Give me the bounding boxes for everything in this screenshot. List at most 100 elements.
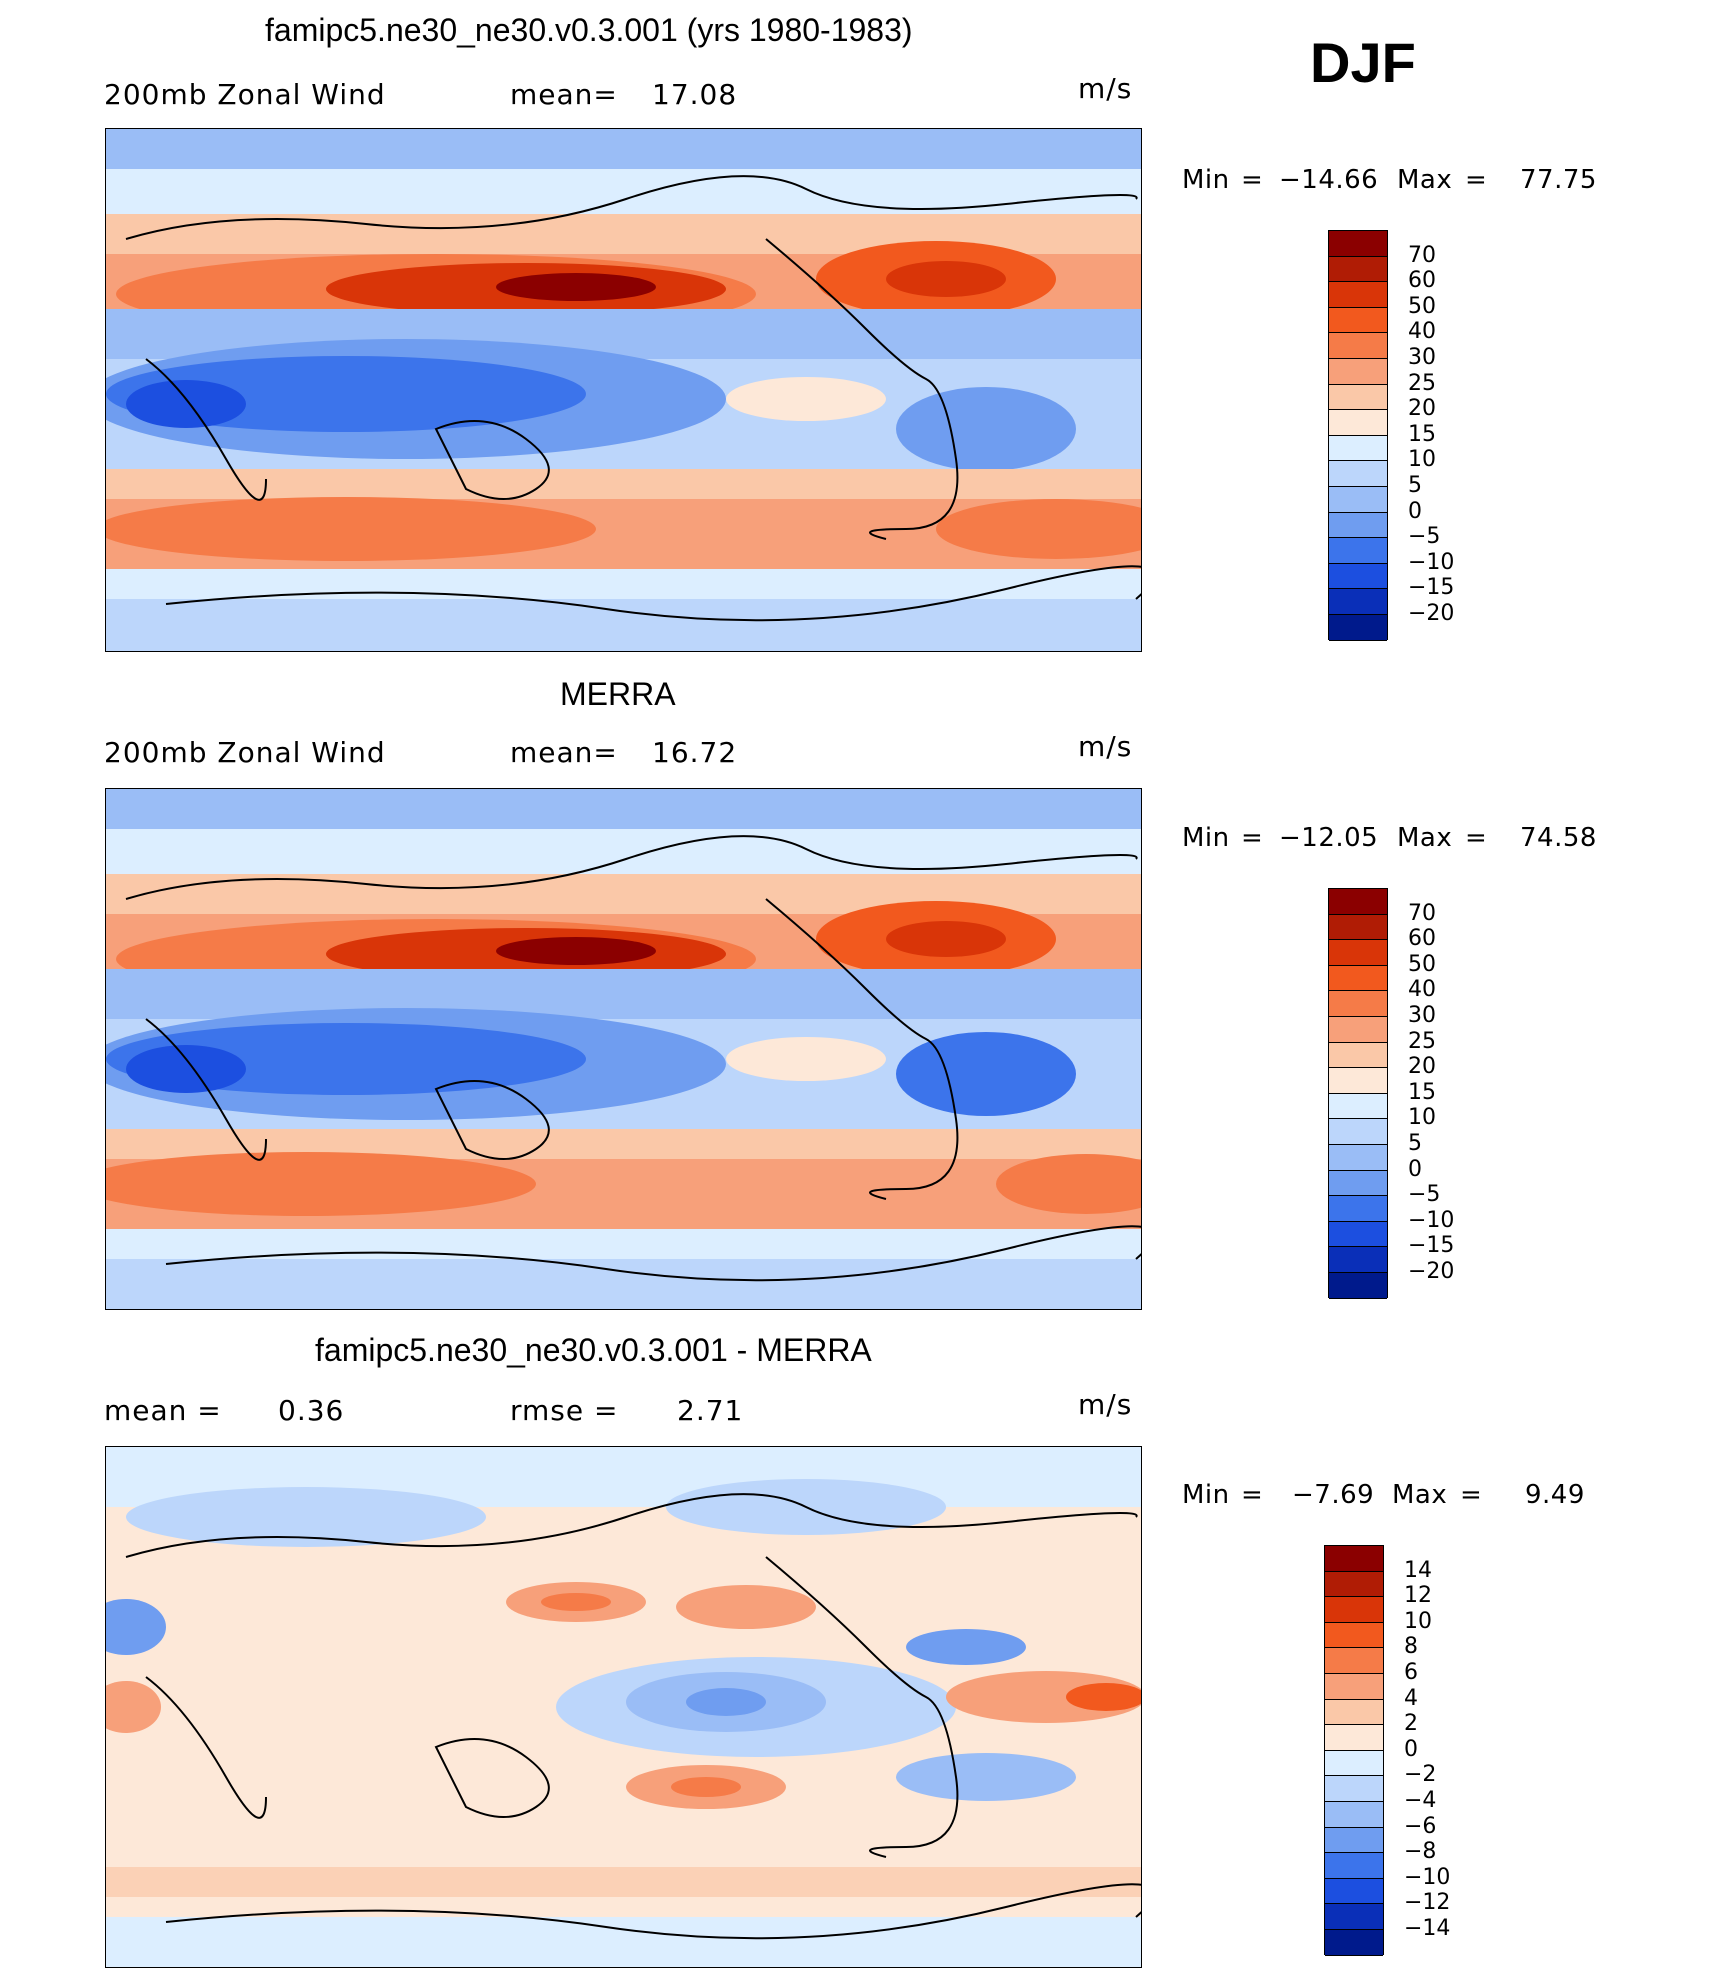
colorbar-segment — [1329, 1042, 1387, 1069]
colorbar-tick-label: −12 — [1404, 1890, 1451, 1916]
colorbar-segment — [1329, 461, 1387, 487]
colorbar-segment — [1329, 307, 1387, 334]
colorbar-tick-label: 10 — [1408, 1105, 1436, 1131]
colorbar-tick-label: −8 — [1404, 1839, 1437, 1865]
panel-3-min-equals: = — [1241, 1480, 1264, 1510]
colorbar-tick-label: −15 — [1408, 575, 1455, 601]
panel-1-max-value: 77.75 — [1520, 165, 1597, 195]
colorbar-segment — [1329, 1017, 1387, 1043]
colorbar-box — [1328, 888, 1388, 1299]
panel-3-min-label: Min — [1182, 1480, 1230, 1510]
panel-2-mean-label: mean= — [510, 736, 618, 769]
colorbar-segment — [1329, 435, 1387, 462]
panel-3-rmse-value: 2.71 — [677, 1394, 744, 1427]
colorbar-tick-label: 15 — [1408, 421, 1436, 447]
colorbar-segment — [1325, 1930, 1383, 1956]
colorbar-segment — [1329, 1196, 1387, 1222]
colorbar-segment — [1329, 991, 1387, 1017]
panel-1-min-equals: = — [1241, 165, 1264, 195]
colorbar-tick-label: 5 — [1408, 473, 1422, 498]
colorbar-segment — [1329, 384, 1387, 411]
panel-1-mean-label: mean= — [510, 78, 618, 111]
colorbar-segment — [1325, 1674, 1383, 1700]
colorbar-tick-label: 70 — [1408, 900, 1436, 926]
panel-3-title: famipc5.ne30_ne30.v0.3.001 - MERRA — [315, 1332, 872, 1368]
colorbar-tick-label: −10 — [1408, 549, 1455, 575]
colorbar-segment — [1329, 231, 1387, 257]
colorbar-segment — [1329, 538, 1387, 564]
colorbar-tick-label: 20 — [1408, 396, 1436, 422]
colorbar-segment — [1329, 282, 1387, 308]
colorbar-tick-label: 8 — [1404, 1634, 1418, 1660]
colorbar-tick-label: 4 — [1404, 1685, 1418, 1711]
colorbar-tick-label: 25 — [1408, 1028, 1436, 1054]
panel-3-rmse-label: rmse = — [510, 1394, 619, 1427]
panel-2-contour-field — [106, 789, 1141, 1309]
colorbar-tick-label: 60 — [1408, 268, 1436, 294]
colorbar-tick-label: 12 — [1404, 1583, 1432, 1609]
panel-2-min-value: −12.05 — [1279, 823, 1379, 853]
colorbar-segment — [1325, 1750, 1383, 1777]
colorbar-tick-label: 30 — [1408, 1003, 1436, 1028]
colorbar-tick-label: −10 — [1408, 1207, 1455, 1233]
colorbar-tick-label: 50 — [1408, 293, 1436, 319]
colorbar-segment — [1325, 1648, 1383, 1674]
colorbar-segment — [1325, 1802, 1383, 1828]
colorbar-segment — [1329, 410, 1387, 436]
panel-3-max-equals: = — [1460, 1480, 1483, 1510]
colorbar-segment — [1329, 1068, 1387, 1094]
panel-3-mean-label: mean = — [104, 1394, 222, 1427]
colorbar-segment — [1329, 563, 1387, 590]
colorbar-segment — [1325, 1725, 1383, 1751]
panel-1-units: m/s — [1078, 72, 1133, 105]
panel-2-max-value: 74.58 — [1520, 823, 1597, 853]
colorbar-segment — [1329, 1145, 1387, 1171]
colorbar-segment — [1325, 1904, 1383, 1930]
colorbar-tick-label: 30 — [1408, 345, 1436, 370]
colorbar-tick-label: −20 — [1408, 601, 1455, 626]
colorbar-segment — [1329, 1221, 1387, 1248]
panel-1-max-equals: = — [1465, 165, 1488, 195]
colorbar-segment — [1329, 914, 1387, 941]
colorbar-tick-label: −2 — [1404, 1762, 1437, 1788]
colorbar-segment — [1325, 1776, 1383, 1802]
colorbar-tick-label: 10 — [1408, 447, 1436, 473]
colorbar-segment — [1329, 333, 1387, 359]
panel-2-variable-label: 200mb Zonal Wind — [104, 736, 386, 769]
colorbar-segment — [1325, 1622, 1383, 1649]
panel-3-units: m/s — [1078, 1388, 1133, 1421]
colorbar-tick-label: −4 — [1404, 1788, 1437, 1813]
colorbar-segment — [1325, 1546, 1383, 1572]
colorbar-tick-label: 50 — [1408, 951, 1436, 977]
colorbar-segment — [1329, 965, 1387, 992]
colorbar-tick-label: 0 — [1408, 498, 1422, 524]
colorbar-segment — [1329, 256, 1387, 283]
colorbar-tick-label: −5 — [1408, 524, 1441, 550]
panel-1-min-label: Min — [1182, 165, 1230, 195]
colorbar-box — [1328, 230, 1388, 641]
panel-3-map — [105, 1446, 1142, 1968]
panel-1-min-value: −14.66 — [1279, 165, 1379, 195]
panel-1-contour-field — [106, 129, 1141, 651]
colorbar-tick-label: −15 — [1408, 1233, 1455, 1259]
colorbar-segment — [1329, 940, 1387, 966]
panel-1-max-label: Max — [1397, 165, 1453, 195]
panel-2-mean-value: 16.72 — [652, 736, 738, 769]
colorbar-tick-label: 6 — [1404, 1660, 1418, 1685]
colorbar-tick-label: −6 — [1404, 1813, 1437, 1839]
season-label: DJF — [1310, 31, 1416, 94]
colorbar-tick-label: 5 — [1408, 1131, 1422, 1156]
colorbar-segment — [1329, 589, 1387, 615]
panel-1-variable-label: 200mb Zonal Wind — [104, 78, 386, 111]
colorbar-box — [1324, 1545, 1384, 1956]
panel-3-max-label: Max — [1392, 1480, 1448, 1510]
colorbar-segment — [1325, 1878, 1383, 1905]
panel-2-map — [105, 788, 1142, 1310]
colorbar-tick-label: 0 — [1404, 1736, 1418, 1762]
panel-2-min-label: Min — [1182, 823, 1230, 853]
colorbar-segment — [1329, 487, 1387, 513]
colorbar-segment — [1329, 1273, 1387, 1299]
colorbar-tick-label: −10 — [1404, 1864, 1451, 1890]
colorbar-segment — [1325, 1597, 1383, 1623]
colorbar-tick-label: 2 — [1404, 1711, 1418, 1737]
